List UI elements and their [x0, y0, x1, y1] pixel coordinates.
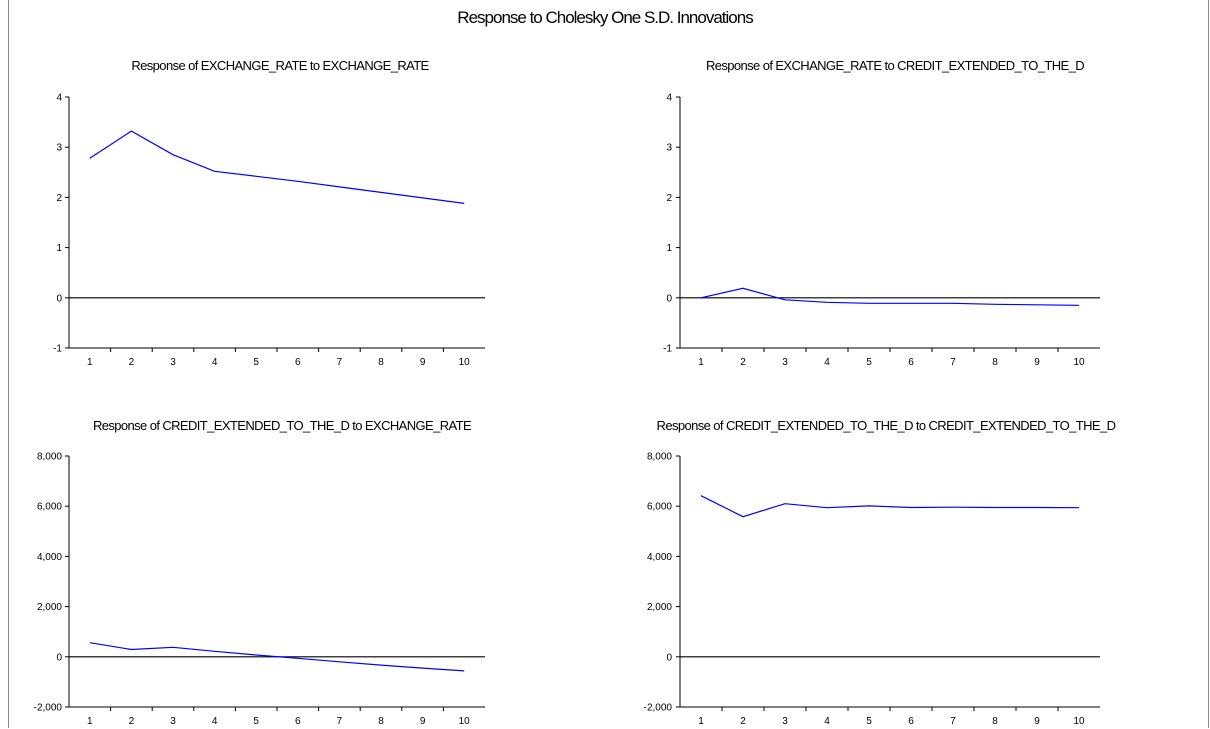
- y-tick-label: 0: [56, 293, 62, 304]
- y-tick-label: -1: [53, 344, 62, 355]
- x-tick-label: 7: [337, 716, 343, 727]
- x-tick-label: 9: [420, 357, 426, 368]
- x-tick-label: 9: [420, 716, 426, 727]
- x-tick-label: 9: [1034, 716, 1040, 727]
- x-tick-label: 8: [378, 716, 384, 727]
- x-tick-label: 5: [253, 716, 259, 727]
- x-tick-label: 8: [992, 716, 998, 727]
- x-tick-label: 7: [950, 357, 956, 368]
- y-tick-label: 0: [666, 293, 672, 304]
- y-tick-label: 2: [56, 193, 62, 204]
- y-tick-label: 1: [56, 243, 62, 254]
- x-tick-label: 4: [824, 357, 830, 368]
- series-line: [700, 495, 1080, 518]
- panel-title: Response of CREDIT_EXTENDED_TO_THE_D to …: [657, 418, 1116, 433]
- y-tick-label: -2,000: [644, 703, 673, 714]
- x-tick-label: 6: [908, 716, 914, 727]
- x-tick-label: 1: [87, 716, 93, 727]
- y-tick-label: 0: [56, 652, 62, 663]
- y-tick-label: 8,000: [647, 452, 672, 463]
- y-tick-label: 1: [666, 243, 672, 254]
- x-tick-label: 1: [87, 357, 93, 368]
- x-tick-label: 10: [459, 716, 471, 727]
- panel-title: Response of EXCHANGE_RATE to EXCHANGE_RA…: [131, 58, 429, 73]
- y-tick-label: 6,000: [37, 502, 62, 513]
- x-tick-label: 7: [950, 716, 956, 727]
- x-tick-label: 4: [212, 716, 218, 727]
- x-tick-label: 3: [782, 357, 788, 368]
- x-tick-label: 2: [129, 357, 135, 368]
- x-tick-label: 2: [129, 716, 135, 727]
- x-tick-label: 4: [212, 357, 218, 368]
- y-tick-label: 3: [56, 143, 62, 154]
- y-tick-label: 2,000: [647, 602, 672, 613]
- x-tick-label: 6: [908, 357, 914, 368]
- x-tick-label: 10: [1073, 357, 1085, 368]
- x-tick-label: 5: [866, 716, 872, 727]
- figure-title: Response to Cholesky One S.D. Innovation…: [457, 8, 753, 27]
- y-tick-label: 4,000: [647, 552, 672, 563]
- chart-panel-3: Response of CREDIT_EXTENDED_TO_THE_D to …: [34, 418, 485, 727]
- chart-frame: [8, 0, 1209, 728]
- x-tick-label: 5: [253, 357, 259, 368]
- x-tick-label: 10: [459, 357, 471, 368]
- chart-panel-4: Response of CREDIT_EXTENDED_TO_THE_D to …: [644, 418, 1117, 727]
- x-tick-label: 3: [170, 357, 176, 368]
- series-line: [89, 130, 465, 204]
- x-tick-label: 1: [698, 716, 704, 727]
- x-tick-label: 4: [824, 716, 830, 727]
- panel-title: Response of CREDIT_EXTENDED_TO_THE_D to …: [93, 418, 472, 433]
- y-tick-label: 3: [666, 143, 672, 154]
- x-tick-label: 3: [170, 716, 176, 727]
- x-tick-label: 8: [992, 357, 998, 368]
- panel-title: Response of EXCHANGE_RATE to CREDIT_EXTE…: [706, 58, 1084, 73]
- x-tick-label: 2: [740, 357, 746, 368]
- x-tick-label: 3: [782, 716, 788, 727]
- x-tick-label: 7: [337, 357, 343, 368]
- y-tick-label: -2,000: [34, 703, 63, 714]
- chart-panel-1: Response of EXCHANGE_RATE to EXCHANGE_RA…: [53, 58, 485, 368]
- x-tick-label: 1: [698, 357, 704, 368]
- chart-panel-2: Response of EXCHANGE_RATE to CREDIT_EXTE…: [663, 58, 1100, 368]
- x-tick-label: 5: [866, 357, 872, 368]
- series-line: [700, 287, 1080, 306]
- x-tick-label: 6: [295, 716, 301, 727]
- y-tick-label: 4: [56, 93, 62, 104]
- y-tick-label: 4: [666, 93, 672, 104]
- x-tick-label: 10: [1073, 716, 1085, 727]
- y-tick-label: -1: [663, 344, 672, 355]
- y-tick-label: 2,000: [37, 602, 62, 613]
- y-tick-label: 6,000: [647, 502, 672, 513]
- y-tick-label: 2: [666, 193, 672, 204]
- x-tick-label: 6: [295, 357, 301, 368]
- series-line: [89, 642, 465, 672]
- y-tick-label: 0: [666, 652, 672, 663]
- x-tick-label: 9: [1034, 357, 1040, 368]
- x-tick-label: 8: [378, 357, 384, 368]
- y-tick-label: 4,000: [37, 552, 62, 563]
- x-tick-label: 2: [740, 716, 746, 727]
- y-tick-label: 8,000: [37, 452, 62, 463]
